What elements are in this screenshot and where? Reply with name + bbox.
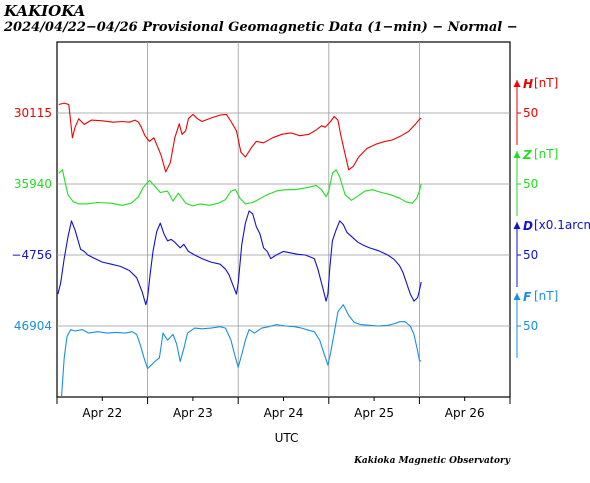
chart-subtitle: 2024/04/22−04/26 Provisional Geomagnetic… <box>4 20 518 35</box>
scale-tick-label-h: 50 <box>523 106 538 120</box>
component-unit-f: [nT] <box>534 289 558 303</box>
component-unit-d: [x0.1arcmin] <box>534 218 590 232</box>
scale-tick-label-z: 50 <box>523 177 538 191</box>
base-label-f: 46904 <box>14 319 52 333</box>
component-name-f: F <box>523 290 532 304</box>
series-line-z <box>58 169 422 207</box>
base-label-d: −4756 <box>11 248 52 262</box>
series-line-f <box>60 304 422 398</box>
base-label-h: 30115 <box>14 106 52 120</box>
base-label-z: 35940 <box>14 177 52 191</box>
series-line-h <box>58 102 422 173</box>
x-tick-label: Apr 23 <box>173 406 213 420</box>
scale-tick-label-f: 50 <box>523 319 538 333</box>
x-tick-label: Apr 24 <box>264 406 304 420</box>
component-name-d: D <box>523 219 533 233</box>
scale-arrow-icon <box>513 80 521 87</box>
x-axis-label: UTC <box>275 431 299 445</box>
chart-title: KAKIOKA <box>4 2 86 20</box>
scale-arrow-icon <box>513 293 521 300</box>
component-unit-h: [nT] <box>534 76 558 90</box>
scale-arrow-icon <box>513 151 521 158</box>
component-name-z: Z <box>522 148 532 162</box>
x-tick-label: Apr 26 <box>445 406 485 420</box>
component-name-h: H <box>523 77 533 91</box>
scale-tick-label-d: 50 <box>523 248 538 262</box>
scale-arrow-icon <box>513 222 521 229</box>
component-unit-z: [nT] <box>534 147 558 161</box>
observatory-credit: Kakioka Magnetic Observatory <box>354 456 510 466</box>
plot-frame <box>56 41 511 398</box>
series-line-d <box>57 210 422 306</box>
x-tick-label: Apr 22 <box>82 406 122 420</box>
x-tick-label: Apr 25 <box>354 406 394 420</box>
